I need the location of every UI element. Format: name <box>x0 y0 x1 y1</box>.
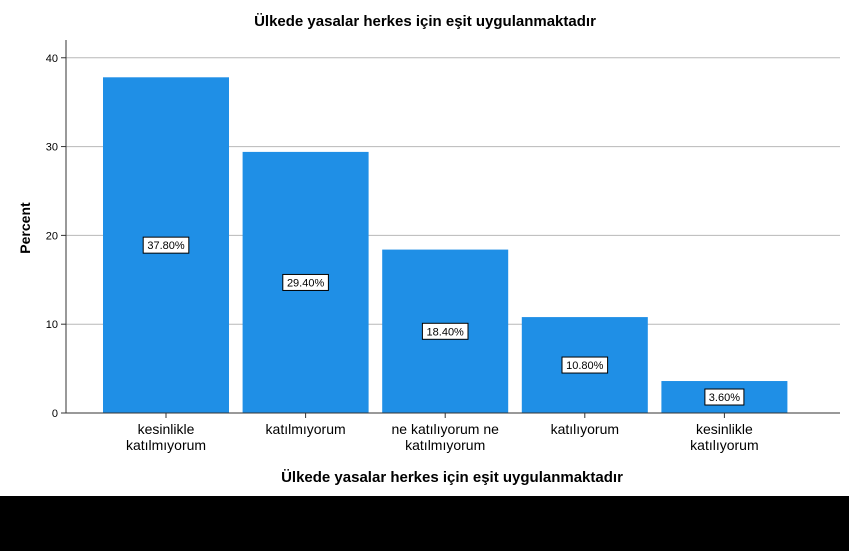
data-label-box <box>421 322 469 340</box>
x-tick-label: kesinlikle <box>138 421 195 437</box>
y-tick-label: 40 <box>46 53 58 65</box>
x-tick-label: ne katılıyorum ne <box>392 421 500 437</box>
data-label-box <box>704 388 745 406</box>
chart-container: Ülkede yasalar herkes için eşit uygulanm… <box>17 13 840 486</box>
data-label: 29.40% <box>287 277 325 289</box>
data-label: 3.60% <box>709 392 740 404</box>
x-tick-label: kesinlikle <box>696 421 753 437</box>
x-tick-label: katılmıyorum <box>266 421 346 437</box>
y-axis-title: Percent <box>17 202 33 254</box>
x-tick-label: katılmıyorum <box>405 437 485 453</box>
data-labels: 37.80% 29.40% 18.40% 10.80% 3.60% <box>142 236 745 406</box>
data-label: 37.80% <box>147 240 185 252</box>
bar-chart: Ülkede yasalar herkes için eşit uygulanm… <box>17 13 840 486</box>
y-axis-ticks: 0 10 20 30 40 <box>46 53 66 420</box>
data-label-box <box>282 273 329 291</box>
bars <box>103 77 788 414</box>
y-tick-label: 0 <box>52 408 58 420</box>
y-tick-label: 30 <box>46 142 58 154</box>
x-axis-title: Ülkede yasalar herkes için eşit uygulanm… <box>281 469 623 486</box>
x-tick-label: katılıyorum <box>551 421 619 437</box>
black-footer-band <box>0 496 849 551</box>
x-tick-label: katılıyorum <box>690 437 758 453</box>
chart-title: Ülkede yasalar herkes için eşit uygulanm… <box>254 13 596 30</box>
data-label-box <box>142 236 190 254</box>
y-tick-label: 10 <box>46 319 58 331</box>
data-label: 18.40% <box>427 326 465 338</box>
data-label-box <box>561 356 609 374</box>
data-label: 10.80% <box>566 360 604 372</box>
y-tick-label: 20 <box>46 230 58 242</box>
x-tick-label: katılmıyorum <box>126 437 206 453</box>
